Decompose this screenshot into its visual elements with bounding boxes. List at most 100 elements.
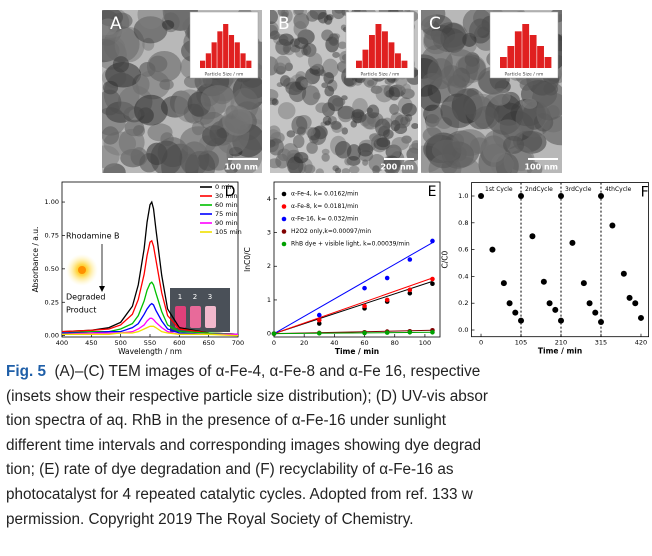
particle [328, 33, 340, 46]
data-point [620, 270, 627, 277]
y-tick-label: 0.25 [45, 298, 59, 306]
particle [322, 115, 332, 126]
inset-bar [514, 31, 522, 68]
particle [346, 144, 361, 161]
caption: Fig. 5 (A)–(C) TEM images of α-Fe-4, α-F… [6, 360, 652, 532]
data-point [362, 330, 367, 336]
panel-label: C [429, 14, 441, 34]
data-point [632, 300, 639, 307]
cycle-label: 2ndCycle [525, 186, 553, 193]
x-tick-label: 105 [515, 339, 527, 347]
y-tick-label: 0 [267, 330, 271, 338]
particle [401, 83, 411, 94]
x-axis-title: Time / min [538, 347, 582, 356]
inset-bar [382, 31, 388, 68]
x-tick-label: 0 [272, 339, 276, 347]
particle [303, 164, 316, 173]
particle [340, 24, 347, 31]
y-tick-label: 0.75 [45, 231, 59, 239]
data-point [518, 193, 525, 199]
particle [293, 37, 309, 49]
x-tick-label: 20 [300, 339, 308, 347]
legend-marker [281, 191, 287, 197]
plot-frame [273, 181, 441, 338]
particle [341, 168, 350, 173]
caption-line: tion; (E) rate of dye degradation and (F… [6, 461, 454, 479]
data-point [407, 329, 413, 335]
particle [270, 138, 284, 156]
caption-label: Fig. 5 [6, 363, 46, 380]
particle [440, 22, 467, 53]
inset-bar [369, 35, 375, 68]
particle [293, 151, 309, 164]
inset-bar [375, 24, 382, 68]
series-line [61, 239, 239, 335]
particle [202, 125, 228, 147]
x-tick-label: 400 [56, 339, 68, 347]
legend-marker [281, 229, 287, 234]
particle [389, 103, 400, 115]
tem-image: A 100 nm Particle Size / nm [102, 10, 262, 173]
caption-line: Fig. 5 (A)–(C) TEM images of α-Fe-4, α-F… [6, 360, 652, 385]
particle [351, 111, 367, 123]
data-point [609, 222, 616, 229]
particle [348, 165, 360, 173]
series-line [61, 281, 239, 335]
scale-bar-label: 200 nm [380, 163, 414, 172]
x-tick-label: 210 [555, 339, 567, 347]
data-point [430, 329, 435, 335]
particle [401, 102, 417, 117]
particle [408, 142, 418, 154]
y-tick-label: 4 [267, 195, 271, 203]
data-point [316, 317, 322, 323]
particle [200, 111, 226, 131]
particle [183, 75, 202, 88]
y-axis-title: Absorbance / a.u. [31, 227, 40, 293]
y-axis-title: C/C0 [441, 251, 450, 269]
inset-bar [228, 35, 235, 68]
data-point [580, 280, 587, 287]
data-point [362, 285, 367, 291]
particle [323, 72, 335, 84]
x-tick-label: 100 [419, 339, 431, 347]
data-point [384, 330, 390, 335]
particle [307, 52, 323, 70]
particle [102, 18, 118, 36]
caption-line: different time intervals and correspondi… [6, 436, 482, 454]
data-point [430, 281, 435, 287]
x-tick-label: 60 [360, 339, 368, 347]
particle [200, 85, 235, 114]
inset-bar [537, 46, 544, 68]
particle [473, 106, 499, 130]
particle [423, 28, 445, 51]
particle [421, 84, 442, 112]
particle [321, 82, 329, 89]
particle [102, 34, 126, 61]
particle [421, 10, 436, 30]
caption-text: (A)–(C) TEM images of α-Fe-4, α-Fe-8 and… [45, 363, 481, 380]
panel-label: F [641, 185, 649, 201]
particle [112, 56, 130, 73]
legend-label: H2O2 only,k=0.00097/min [291, 228, 371, 235]
cycle-label: 4thCycle [605, 186, 632, 193]
caption-line: tion spectra of aq. RhB in the presence … [6, 412, 446, 430]
particle [337, 106, 353, 123]
y-tick-label: 0.0 [458, 326, 468, 334]
sun-core [78, 266, 86, 274]
plot-frame [471, 182, 650, 338]
particle [330, 120, 342, 130]
legend-label: RhB dye + visible light, k=0.00039/min [291, 241, 410, 248]
scale-bar-label: 100 nm [224, 163, 258, 172]
x-tick-label: 600 [173, 339, 185, 347]
data-point [384, 275, 390, 281]
panel-label: E [428, 184, 437, 200]
data-point [500, 280, 507, 287]
inset-bar [500, 57, 507, 68]
particle [462, 10, 493, 38]
particle [465, 57, 486, 81]
y-tick-label: 2 [267, 262, 271, 270]
inset-bar [246, 60, 252, 68]
data-point [597, 193, 604, 199]
x-tick-label: 550 [144, 339, 156, 347]
